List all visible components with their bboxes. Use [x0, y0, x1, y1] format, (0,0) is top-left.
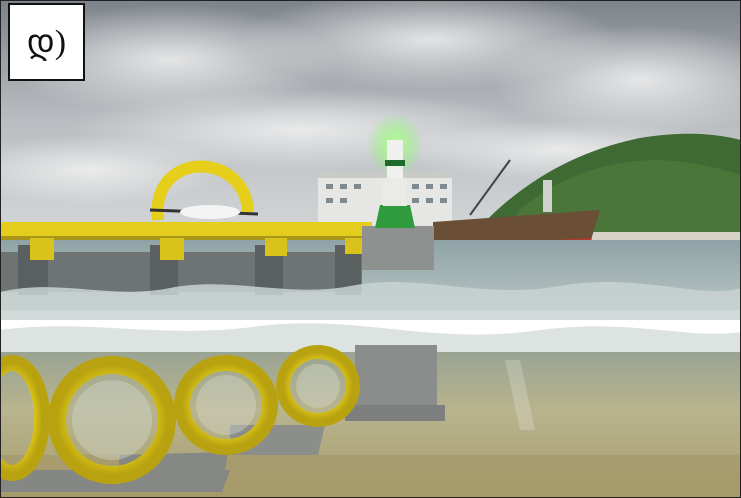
yellow-walkway	[0, 222, 372, 238]
shoreline	[590, 232, 741, 240]
concrete-block	[362, 226, 434, 270]
surface-turbine	[149, 160, 259, 221]
tidal-turbines	[0, 345, 360, 484]
wave-crest	[0, 281, 741, 320]
navigation-beacon	[367, 113, 423, 228]
panel-label-text: დ)	[26, 24, 67, 61]
breakwater-pier	[0, 222, 434, 295]
light-ray	[505, 360, 535, 430]
panel-label: დ)	[8, 3, 85, 81]
